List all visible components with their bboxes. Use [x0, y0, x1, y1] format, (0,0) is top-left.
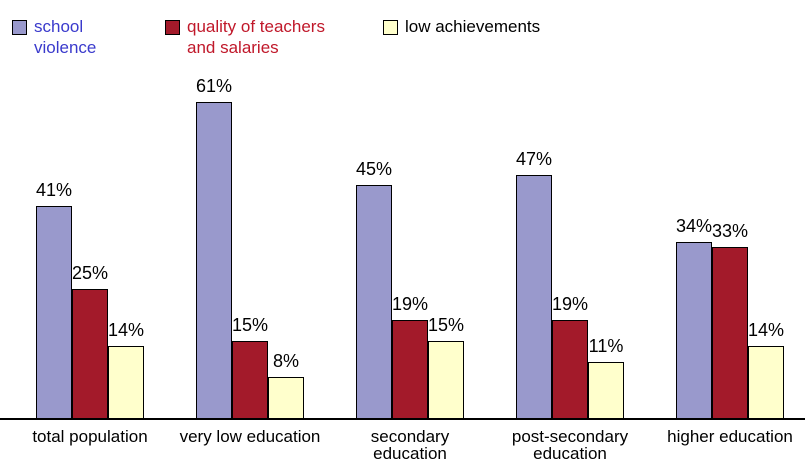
value-label: 14%	[107, 320, 145, 341]
value-label: 47%	[515, 148, 553, 169]
bar	[108, 346, 144, 419]
value-label: 61%	[195, 75, 233, 96]
value-label: 8%	[272, 351, 299, 372]
x-tick-label: very low education	[179, 427, 321, 446]
value-label: 45%	[355, 159, 393, 179]
value-label: 41%	[35, 179, 73, 200]
bar	[588, 361, 624, 419]
bar	[428, 341, 464, 419]
bar	[712, 247, 748, 419]
value-label: 11%	[588, 335, 624, 356]
value-label: 25%	[71, 263, 109, 283]
value-label: 14%	[747, 320, 785, 341]
legend-swatch	[383, 20, 398, 35]
x-axis-line	[0, 418, 805, 420]
legend-swatch	[165, 20, 180, 35]
bar	[72, 289, 108, 419]
bar	[268, 377, 304, 419]
legend-label: quality of teachers and salaries	[187, 17, 325, 57]
bar	[356, 185, 392, 419]
x-tick-label: secondary education	[370, 427, 450, 463]
x-tick-label: total population	[32, 427, 148, 446]
legend-label: school violence	[34, 17, 97, 57]
x-tick-label: higher education	[667, 427, 793, 446]
bar	[232, 341, 268, 419]
value-label: 19%	[391, 294, 429, 315]
value-label: 15%	[231, 315, 269, 335]
value-label: 34%	[675, 216, 713, 237]
bar	[36, 205, 72, 419]
value-label: 15%	[427, 315, 465, 335]
bar	[676, 242, 712, 419]
bar	[552, 320, 588, 419]
value-label: 19%	[551, 294, 589, 315]
legend-label: low achievements	[405, 17, 541, 36]
value-label: 33%	[711, 221, 749, 242]
legend-swatch	[12, 20, 27, 35]
bar	[392, 320, 428, 419]
bar	[516, 174, 552, 419]
x-tick-label: post-secondary education	[511, 427, 629, 463]
bar	[196, 101, 232, 419]
bar	[748, 346, 784, 419]
